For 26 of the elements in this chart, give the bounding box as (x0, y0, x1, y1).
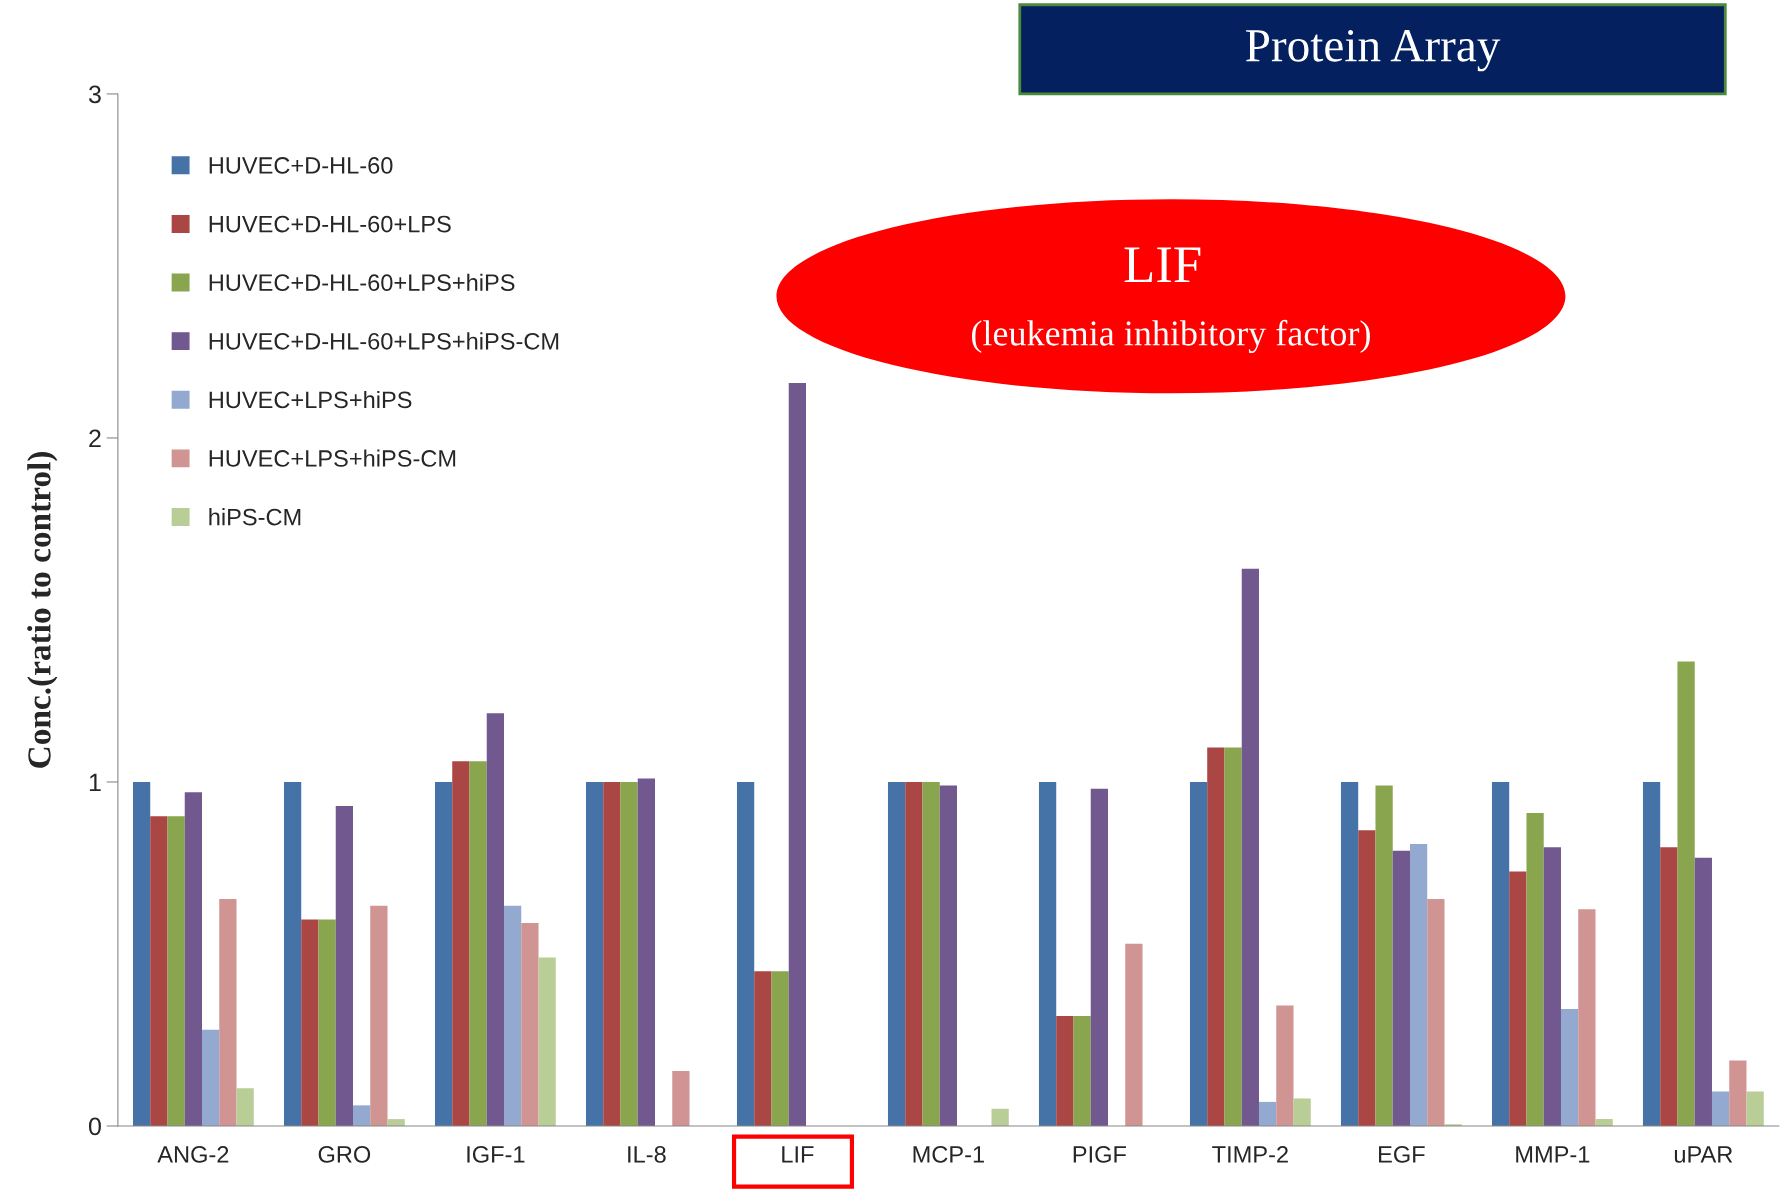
text: Protein Array (1246, 29, 1501, 72)
legend-label: HUVEC+LPS+hiPS-CM (209, 449, 456, 467)
legend-label: hiPS-CM (209, 508, 301, 526)
x-tick-label: LIF (782, 1146, 814, 1163)
annotation: LIF (1124, 247, 1201, 283)
x-tick-label: MMP-1 (1516, 1146, 1590, 1163)
legend-label: HUVEC+D-HL-60+LPS+hiPS-CM (209, 332, 559, 350)
x-tick-label: IGF-1 (467, 1146, 525, 1163)
x-tick-label: MCP-1 (913, 1146, 984, 1163)
x-tick-label: PIGF (1073, 1146, 1126, 1163)
annotation: (leukemia inhibitory factor) (971, 319, 1370, 354)
x-tick-label: GRO (318, 1146, 371, 1163)
y-tick-label: 2 (89, 429, 101, 448)
x-tick-label: uPAR (1674, 1146, 1733, 1163)
x-tick-label: TIMP-2 (1212, 1146, 1288, 1163)
legend-label: HUVEC+D-HL-60+LPS (209, 215, 451, 233)
y-tick-label: 3 (88, 85, 101, 104)
y-axis-title: Conc.(ratio to control) (27, 452, 58, 768)
x-tick-label: EGF (1379, 1146, 1425, 1163)
y-tick-label: 0 (88, 1117, 101, 1136)
legend-label: HUVEC+D-HL-60 (209, 157, 393, 174)
y-tick-label: 1 (89, 773, 101, 792)
legend-label: HUVEC+LPS+hiPS (209, 390, 412, 409)
x-tick-label: ANG-2 (157, 1146, 229, 1163)
legend-label: HUVEC+D-HL-60+LPS+hiPS (209, 273, 515, 292)
x-tick-label: IL-8 (628, 1146, 666, 1163)
